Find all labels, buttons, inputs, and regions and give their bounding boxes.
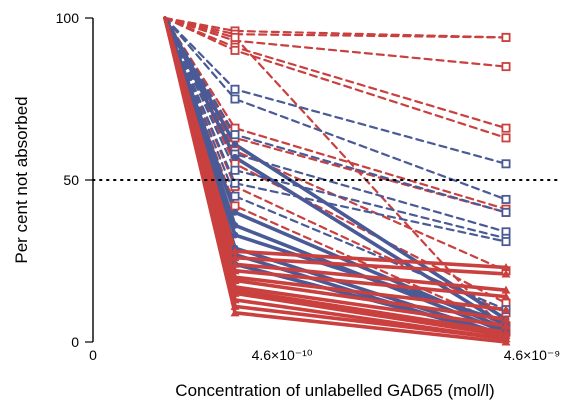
data-point [501, 32, 511, 42]
marker-layer [230, 26, 511, 346]
y-tick-label: 50 [63, 172, 79, 188]
data-point [501, 262, 511, 271]
data-point [230, 45, 240, 55]
y-tick-label: 100 [56, 10, 80, 26]
data-point [501, 285, 511, 294]
data-point [501, 194, 511, 204]
data-point [231, 153, 239, 161]
data-point [230, 253, 240, 262]
x-ticks: 0 4.6×10⁻¹⁰ 4.6×10⁻⁹ [89, 347, 560, 363]
data-point [230, 165, 240, 175]
data-point [231, 209, 239, 216]
x-axis-title: Concentration of unlabelled GAD65 (mol/l… [175, 381, 494, 400]
series-layer [163, 16, 508, 344]
y-ticks: 0 50 100 [56, 10, 93, 350]
data-point [501, 292, 511, 301]
y-axis-title: Per cent not absorbed [12, 96, 31, 263]
data-point [230, 295, 240, 304]
data-point [501, 123, 511, 133]
series-line [163, 16, 508, 211]
data-point [230, 84, 240, 94]
data-point [230, 32, 240, 42]
data-point [230, 130, 240, 140]
x-tick-label: 4.6×10⁻¹⁰ [252, 347, 313, 363]
data-point [230, 288, 240, 297]
y-tick-label: 0 [71, 334, 79, 350]
data-point [230, 266, 240, 275]
data-point [231, 221, 239, 229]
data-point [501, 159, 511, 169]
data-point [501, 337, 511, 346]
data-point [230, 275, 240, 284]
data-point [501, 305, 511, 314]
data-point [230, 246, 240, 255]
data-point [501, 133, 511, 143]
data-point [231, 231, 239, 239]
data-point [230, 259, 240, 268]
data-point [230, 94, 240, 104]
x-tick-label: 4.6×10⁻⁹ [504, 347, 561, 363]
data-point [501, 62, 511, 72]
data-point [501, 237, 511, 247]
data-point [230, 191, 240, 201]
data-point [501, 269, 511, 278]
data-point [230, 301, 240, 310]
x-tick-label: 0 [89, 347, 97, 363]
data-point [501, 207, 511, 217]
data-point [230, 201, 240, 211]
data-point [501, 321, 511, 330]
data-point [501, 314, 511, 323]
data-point [231, 140, 239, 148]
series-line [163, 16, 508, 68]
data-point [230, 308, 240, 317]
